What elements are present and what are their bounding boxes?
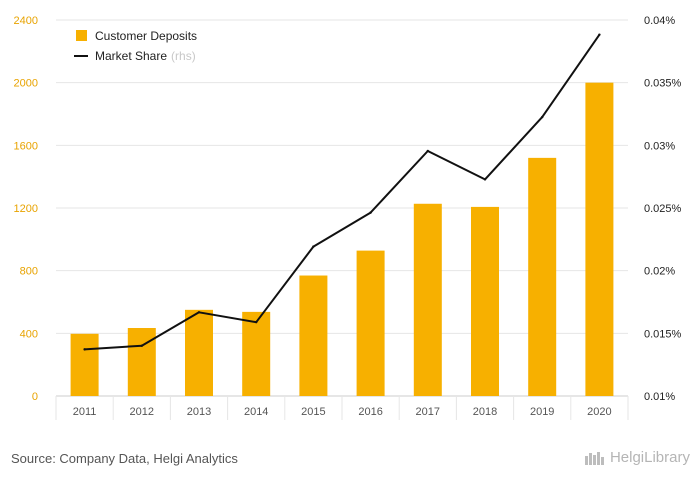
x-tick-label: 2015 [301,406,325,418]
line-point [426,149,429,153]
source-note: Source: Company Data, Helgi Analytics [11,451,238,466]
x-tick-label: 2014 [244,406,268,418]
x-tick-label: 2017 [416,406,440,418]
y-left-tick-label: 800 [20,266,38,278]
brand-logo: HelgiLibrary [584,449,690,466]
legend-swatch-deposits [76,30,87,41]
line-point [541,115,544,119]
y-left-tick-label: 2400 [14,15,38,27]
line-point [255,320,258,324]
bar [585,82,614,397]
y-right-tick-label: 0.025% [644,203,682,215]
line-point [598,33,601,36]
x-tick-label: 2019 [530,406,554,418]
legend-label-deposits: Customer Deposits [95,29,197,43]
x-tick-label: 2013 [187,406,211,418]
line-point [483,178,487,181]
line-point [140,344,143,347]
bar [127,328,156,396]
legend-label-market-share: Market Share [95,49,167,63]
x-tick-label: 2016 [358,406,382,418]
line-point [197,311,201,314]
y-right-tick-label: 0.04% [644,15,675,27]
line-point [83,348,86,351]
line-point [312,245,315,248]
bar [242,311,271,396]
y-right-tick-label: 0.03% [644,140,675,152]
y-left-tick-label: 400 [20,328,38,340]
library-icon [584,451,604,465]
y-right-tick-label: 0.035% [644,78,682,90]
x-tick-label: 2011 [73,406,97,418]
bar [299,275,328,396]
market-share-line [84,34,601,351]
chart: 0 400 800 1200 1600 2000 2400 0.01% 0.015% 0.02% 0… [14,15,682,420]
brand-name: HelgiLibrary [609,449,690,466]
y-right-tick-label: 0.015% [644,328,682,340]
y-left-tick-label: 0 [32,391,38,403]
bar [471,206,499,396]
y-left-tick-label: 1200 [14,203,38,215]
legend-rhs-note: (rhs) [171,49,196,63]
line-point [369,211,372,214]
y-right-tick-label: 0.02% [644,266,675,278]
x-tick-label: 2020 [587,406,611,418]
bar [70,333,99,396]
y-right-tick-label: 0.01% [644,391,675,403]
bar [356,250,385,396]
y-left-tick-label: 1600 [14,140,38,152]
x-tick-label: 2018 [473,406,497,418]
bar [185,309,213,396]
bar [413,203,442,396]
x-tick-label: 2012 [130,406,154,418]
y-left-tick-label: 2000 [14,78,38,90]
bar [528,157,557,396]
